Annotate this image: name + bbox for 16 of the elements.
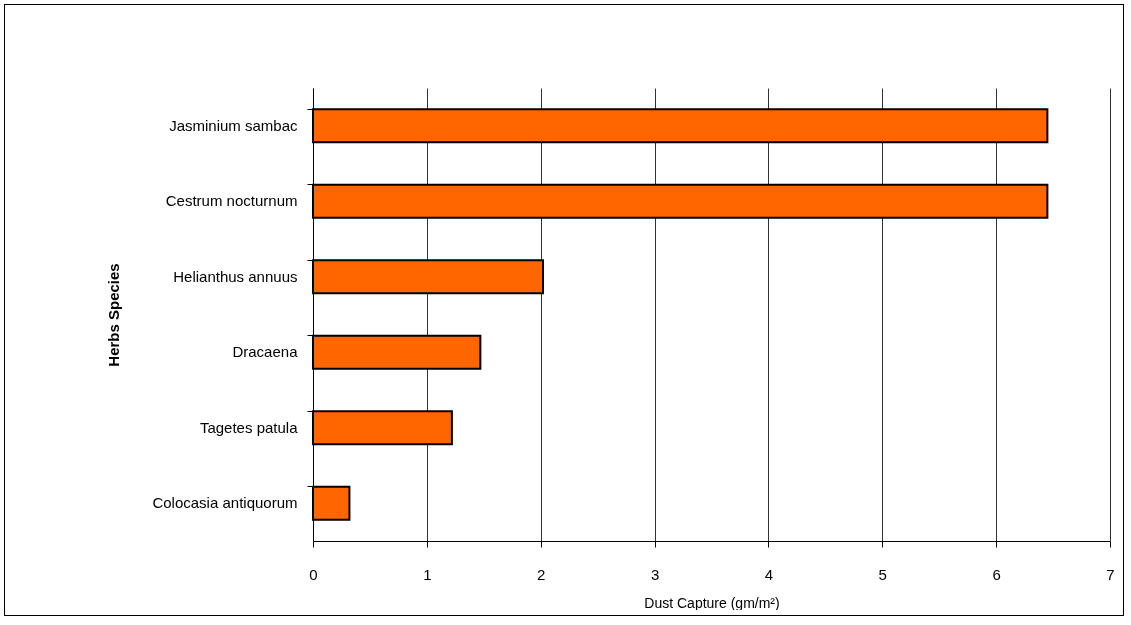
y-tick-label: Tagetes patula: [199, 418, 299, 436]
y-tick-label: Helianthus annuus: [173, 267, 298, 285]
y-tick-label: Jasminium sambac: [169, 116, 298, 134]
y-axis-title: Herbs Species: [105, 263, 123, 367]
y-tick-label: Cestrum nocturnum: [165, 192, 298, 210]
x-tick-label: 6: [992, 565, 1001, 583]
x-axis-title: Dust Capture (gm/m²): [644, 594, 780, 611]
x-tick-label: 5: [878, 565, 887, 583]
x-tick-label: 7: [1106, 565, 1115, 583]
x-tick-label: 4: [764, 565, 774, 583]
x-tick-label: 3: [650, 565, 660, 583]
y-tick-label: Dracaena: [232, 343, 299, 361]
x-tick-label: 1: [423, 565, 432, 583]
x-tick-label: 2: [537, 565, 546, 583]
y-tick-label: Colocasia antiquorum: [152, 494, 298, 512]
x-tick-label: 0: [309, 565, 318, 583]
